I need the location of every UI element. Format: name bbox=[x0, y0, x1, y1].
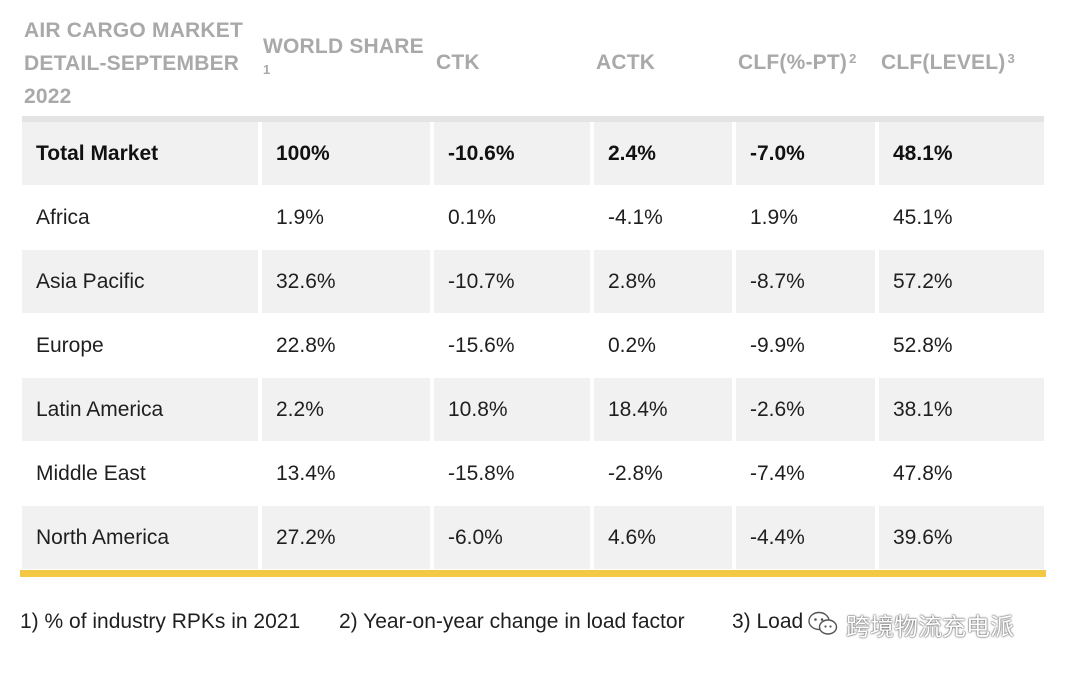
header-ctk: CTK bbox=[436, 51, 480, 74]
table-title-line-3: 2022 bbox=[24, 85, 72, 108]
cell-region: Latin America bbox=[22, 378, 258, 441]
cell-actk: 0.2% bbox=[608, 333, 656, 357]
table-row-north-america: North America 27.2% -6.0% 4.6% -4.4% 39.… bbox=[22, 506, 1046, 569]
header-world-share-note: 1 bbox=[263, 62, 271, 77]
cell-ctk: -15.6% bbox=[448, 333, 515, 357]
cell-region: Asia Pacific bbox=[22, 250, 258, 313]
table-bottom-accent-rule bbox=[20, 570, 1046, 577]
cell-clf-level: 45.1% bbox=[893, 205, 953, 229]
footnote-2: 2) Year-on-year change in load factor bbox=[339, 610, 685, 633]
header-clf-pt: CLF(%-PT) 2 bbox=[738, 46, 857, 79]
cell-ctk: 10.8% bbox=[434, 378, 590, 441]
watermark: 跨境物流充电派 bbox=[808, 606, 1014, 642]
cell-region: Middle East bbox=[36, 461, 146, 485]
watermark-text: 跨境物流充电派 bbox=[846, 612, 1014, 641]
cell-world-share: 100% bbox=[262, 122, 430, 185]
cell-region: Africa bbox=[36, 205, 90, 229]
cell-clf-level: 52.8% bbox=[893, 333, 953, 357]
header-clf-level-label: CLF(LEVEL) bbox=[881, 51, 1006, 74]
cell-region: North America bbox=[22, 506, 258, 569]
cell-actk: 18.4% bbox=[594, 378, 732, 441]
table-top-border bbox=[22, 116, 1044, 122]
cell-ctk: -10.7% bbox=[434, 250, 590, 313]
cell-world-share: 2.2% bbox=[262, 378, 430, 441]
cell-clf-pt: -4.4% bbox=[736, 506, 875, 569]
cell-region: Total Market bbox=[22, 122, 258, 185]
header-world-share: WORLD SHARE 1 bbox=[263, 30, 438, 77]
cell-world-share: 13.4% bbox=[276, 461, 336, 485]
cell-ctk: 0.1% bbox=[448, 205, 496, 229]
header-clf-level: CLF(LEVEL) 3 bbox=[881, 46, 1015, 79]
cell-clf-level: 47.8% bbox=[893, 461, 953, 485]
table-row-latin-america: Latin America 2.2% 10.8% 18.4% -2.6% 38.… bbox=[22, 378, 1046, 441]
cell-actk: 4.6% bbox=[594, 506, 732, 569]
cell-ctk: -6.0% bbox=[434, 506, 590, 569]
header-clf-pt-label: CLF(%-PT) bbox=[738, 51, 848, 74]
header-actk: ACTK bbox=[596, 51, 656, 74]
header-clf-pt-note: 2 bbox=[849, 51, 857, 66]
cell-clf-pt: 1.9% bbox=[750, 205, 798, 229]
table-title-line-1: AIR CARGO MARKET bbox=[24, 19, 244, 42]
cell-clf-level: 57.2% bbox=[879, 250, 1044, 313]
cell-actk: -2.8% bbox=[608, 461, 663, 485]
header-clf-level-note: 3 bbox=[1007, 51, 1015, 66]
table-row-europe: Europe 22.8% -15.6% 0.2% -9.9% 52.8% bbox=[22, 314, 1046, 377]
table-row-total-market: Total Market 100% -10.6% 2.4% -7.0% 48.1… bbox=[22, 122, 1046, 185]
cell-ctk: -10.6% bbox=[434, 122, 590, 185]
cell-actk: 2.4% bbox=[594, 122, 732, 185]
cell-clf-pt: -2.6% bbox=[736, 378, 875, 441]
wechat-icon bbox=[808, 611, 838, 637]
footnote-1: 1) % of industry RPKs in 2021 bbox=[20, 610, 301, 633]
cell-world-share: 27.2% bbox=[262, 506, 430, 569]
cell-world-share: 32.6% bbox=[262, 250, 430, 313]
cell-clf-level: 48.1% bbox=[879, 122, 1044, 185]
table-row-africa: Africa 1.9% 0.1% -4.1% 1.9% 45.1% bbox=[22, 186, 1046, 249]
cell-ctk: -15.8% bbox=[448, 461, 515, 485]
cell-world-share: 22.8% bbox=[276, 333, 336, 357]
cell-clf-pt: -9.9% bbox=[750, 333, 805, 357]
cell-clf-pt: -8.7% bbox=[736, 250, 875, 313]
cell-region: Europe bbox=[36, 333, 104, 357]
table-title-line-2: DETAIL-SEPTEMBER bbox=[24, 52, 240, 75]
table-row-middle-east: Middle East 13.4% -15.8% -2.8% -7.4% 47.… bbox=[22, 442, 1046, 505]
table-row-asia-pacific: Asia Pacific 32.6% -10.7% 2.8% -8.7% 57.… bbox=[22, 250, 1046, 313]
cell-clf-pt: -7.0% bbox=[736, 122, 875, 185]
cell-actk: 2.8% bbox=[594, 250, 732, 313]
cell-world-share: 1.9% bbox=[276, 205, 324, 229]
cell-clf-pt: -7.4% bbox=[750, 461, 805, 485]
cell-clf-level: 38.1% bbox=[879, 378, 1044, 441]
footnote-3: 3) Load bbox=[732, 610, 804, 633]
header-world-share-label: WORLD SHARE bbox=[263, 35, 424, 58]
cell-actk: -4.1% bbox=[608, 205, 663, 229]
table-title: AIR CARGO MARKET DETAIL-SEPTEMBER 2022 bbox=[24, 14, 254, 113]
cell-clf-level: 39.6% bbox=[879, 506, 1044, 569]
